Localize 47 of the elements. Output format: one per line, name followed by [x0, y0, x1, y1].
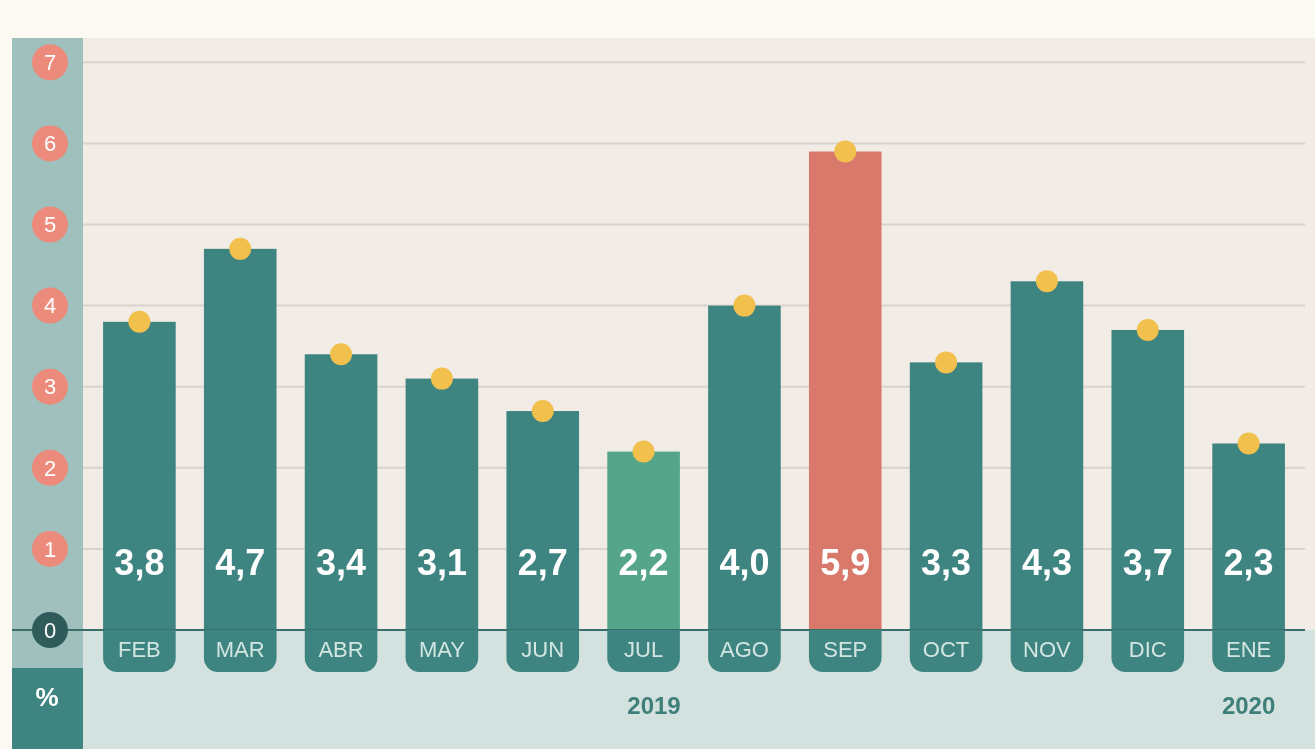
y-tick-label: 2 — [43, 455, 57, 481]
y-tick-label: 7 — [43, 50, 57, 76]
x-tick-label: AGO — [719, 637, 769, 662]
data-label: 4,7 — [215, 541, 266, 583]
data-label: 3,4 — [316, 541, 367, 583]
y-tick-label: 6 — [43, 131, 57, 157]
y-tick-label: 5 — [43, 212, 57, 238]
y-tick-label: 4 — [43, 293, 57, 319]
text: 2020 — [1221, 692, 1276, 719]
point — [935, 351, 958, 374]
point — [531, 400, 554, 423]
data-label: 5,9 — [820, 541, 871, 583]
point — [229, 237, 252, 260]
text: 2019 — [627, 692, 681, 719]
data-label: 4,0 — [719, 541, 770, 583]
y-tick-label: 3 — [43, 374, 57, 400]
x-tick-label: FEB — [117, 637, 161, 662]
data-label: 3,8 — [114, 541, 165, 583]
x-tick-label: DIC — [1128, 637, 1167, 662]
x-tick-label: JUN — [521, 637, 565, 662]
x-tick-label: OCT — [922, 637, 970, 662]
point — [632, 440, 655, 463]
point — [430, 367, 453, 390]
data-label: 3,1 — [416, 541, 467, 583]
data-label: 4,3 — [1021, 541, 1072, 583]
x-tick-label: MAR — [215, 637, 265, 662]
point — [1237, 432, 1260, 455]
point — [733, 294, 756, 317]
y-axis-title: % — [35, 682, 59, 713]
x-tick-label: NOV — [1023, 637, 1072, 662]
x-tick-label: ABR — [318, 637, 364, 662]
x-tick-label: ENE — [1225, 637, 1272, 662]
x-tick-label: JUL — [624, 637, 664, 662]
point — [1136, 318, 1159, 341]
point — [1035, 270, 1058, 293]
data-label: 2,7 — [517, 541, 568, 583]
x-tick-label: MAY — [418, 637, 466, 662]
data-label: 3,7 — [1122, 541, 1173, 583]
point — [128, 310, 151, 333]
data-label: 3,3 — [921, 541, 972, 583]
point — [834, 140, 857, 163]
x-tick-label: SEP — [823, 637, 868, 662]
data-label: 2,3 — [1223, 541, 1274, 583]
data-label: 2,2 — [618, 541, 669, 583]
point — [330, 343, 353, 366]
y-tick-label: 1 — [43, 536, 57, 562]
y-tick-label: 0 — [43, 617, 57, 643]
